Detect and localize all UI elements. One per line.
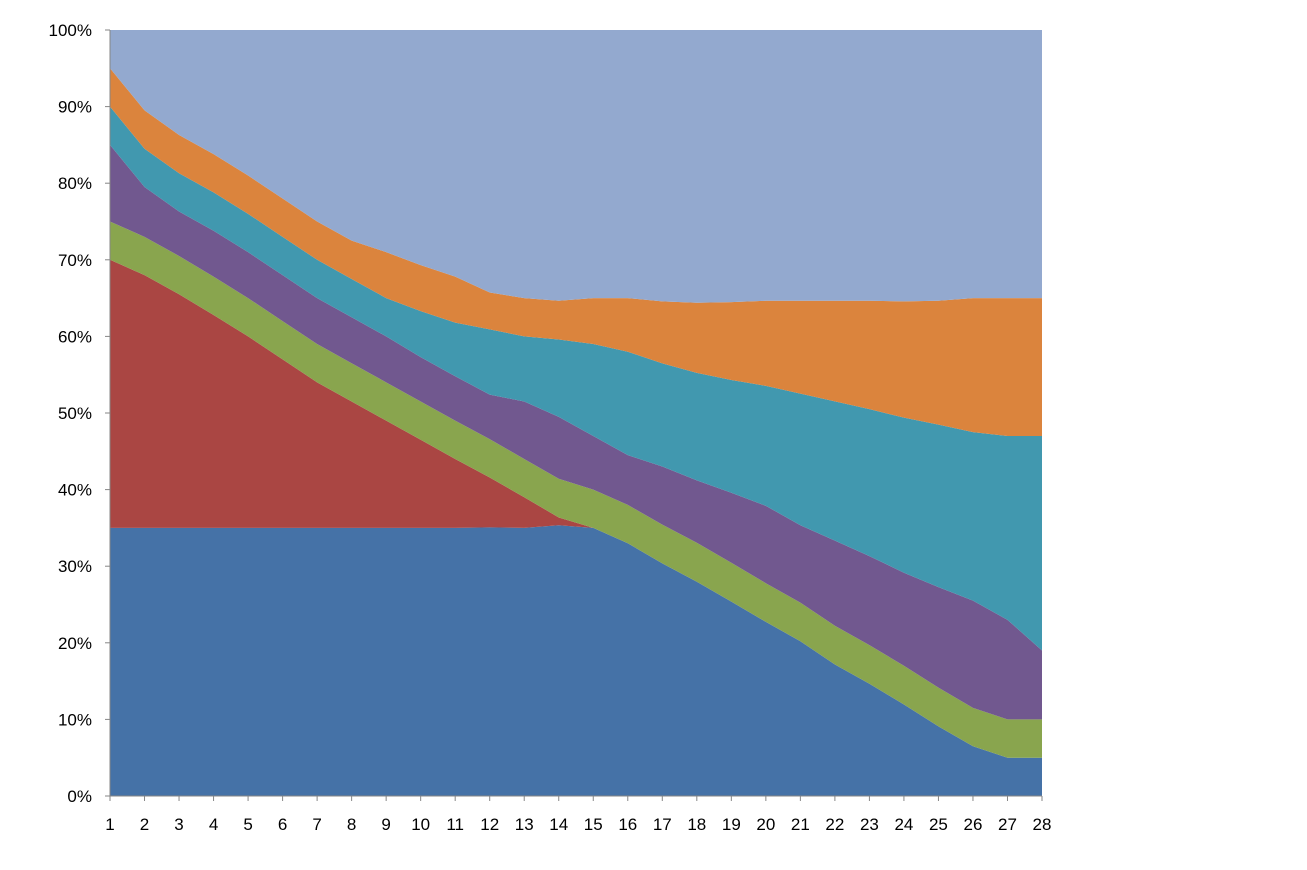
x-tick-label: 2 xyxy=(140,815,149,834)
x-tick-label: 17 xyxy=(653,815,672,834)
x-tick-label: 20 xyxy=(756,815,775,834)
x-tick-label: 4 xyxy=(209,815,218,834)
x-tick-label: 25 xyxy=(929,815,948,834)
x-tick-label: 26 xyxy=(964,815,983,834)
area-series-6 xyxy=(110,68,1042,436)
x-tick-label: 18 xyxy=(687,815,706,834)
area-series-7 xyxy=(110,30,1042,303)
y-tick-label: 20% xyxy=(58,634,92,653)
y-tick-label: 50% xyxy=(58,404,92,423)
y-tick-label: 10% xyxy=(58,710,92,729)
x-tick-label: 12 xyxy=(480,815,499,834)
x-tick-label: 10 xyxy=(411,815,430,834)
area-series-1 xyxy=(110,525,1042,796)
x-tick-labels: 1 2 3 4 5 6 7 8 9 10 11 12 13 14 15 16 17 18 19 20 21 22 23 24 2… xyxy=(105,815,1051,834)
x-tick-label: 8 xyxy=(347,815,356,834)
x-tick-label: 1 xyxy=(105,815,114,834)
y-tick-label: 30% xyxy=(58,557,92,576)
x-tick-label: 22 xyxy=(825,815,844,834)
x-tick-label: 6 xyxy=(278,815,287,834)
x-tick-label: 15 xyxy=(584,815,603,834)
area-series-3 xyxy=(110,221,1042,758)
x-tick-label: 5 xyxy=(243,815,252,834)
y-tick-label: 70% xyxy=(58,251,92,270)
y-tick-label: 0% xyxy=(67,787,92,806)
area-series-layer xyxy=(110,30,1042,796)
x-tick-label: 11 xyxy=(446,815,464,834)
x-tick-label: 9 xyxy=(381,815,390,834)
area-series-5 xyxy=(110,106,1042,651)
x-tick-label: 23 xyxy=(860,815,879,834)
x-tick-label: 28 xyxy=(1033,815,1052,834)
y-tick-labels: 0% 10% 20% 30% 40% 50% 60% 70% 80% 90% 100% xyxy=(49,21,92,806)
area-series-2 xyxy=(110,259,1042,758)
x-tick-label: 16 xyxy=(618,815,637,834)
x-tick-label: 24 xyxy=(894,815,913,834)
x-tick-label: 21 xyxy=(791,815,810,834)
x-tick-label: 19 xyxy=(722,815,741,834)
y-tick-label: 100% xyxy=(49,21,92,40)
y-tick-label: 40% xyxy=(58,481,92,500)
x-tick-label: 14 xyxy=(549,815,568,834)
axes-layer xyxy=(105,29,1043,801)
y-tick-label: 90% xyxy=(58,98,92,117)
x-tick-label: 13 xyxy=(515,815,534,834)
y-tick-label: 60% xyxy=(58,327,92,346)
y-tick-label: 80% xyxy=(58,174,92,193)
area-series-4 xyxy=(110,144,1042,720)
x-tick-label: 27 xyxy=(998,815,1017,834)
x-tick-label: 3 xyxy=(174,815,183,834)
x-tick-label: 7 xyxy=(312,815,321,834)
